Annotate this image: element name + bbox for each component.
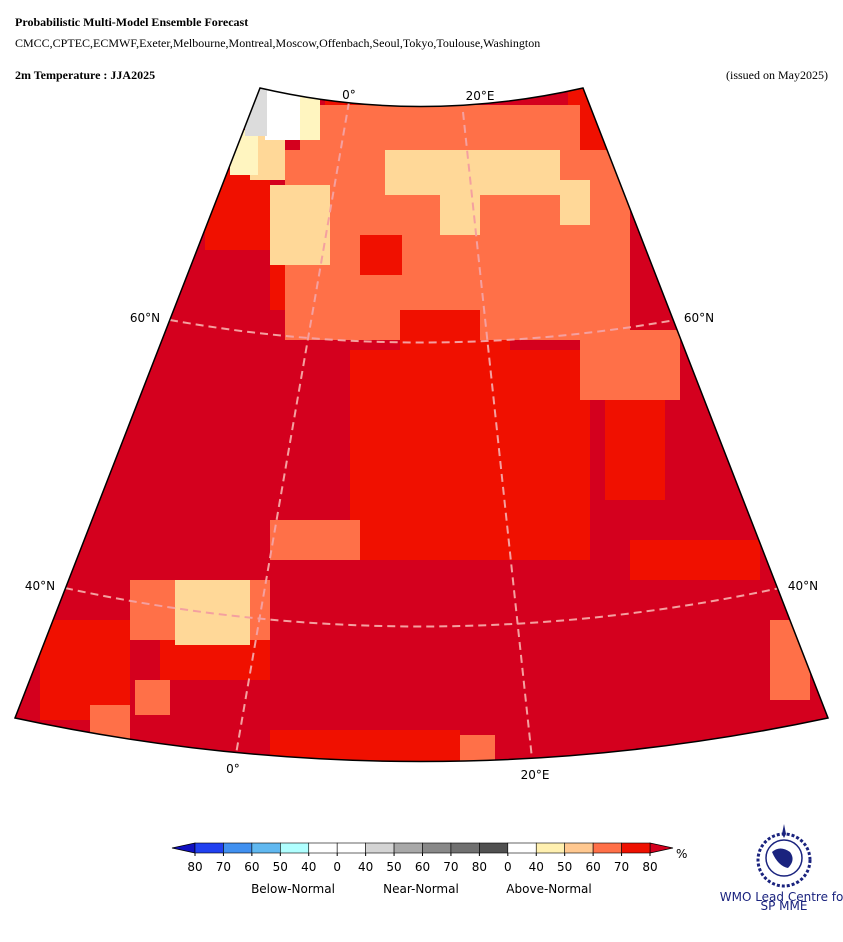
- colorbar-segment: [535, 842, 565, 854]
- category-label: Near-Normal: [383, 882, 459, 896]
- colorbar-segment: [223, 842, 253, 854]
- colorbar-segment: [308, 842, 338, 854]
- grid-label: 40°N: [788, 579, 818, 593]
- colorbar-tick-label: 0: [333, 860, 341, 874]
- colorbar-segment: [592, 842, 622, 854]
- colorbar-tick-label: 50: [386, 860, 401, 874]
- variable: 2m Temperature : JJA2025: [15, 68, 155, 82]
- colorbar-tick-label: 60: [415, 860, 430, 874]
- colorbar-tick-label: 60: [585, 860, 600, 874]
- category-label: Below-Normal: [251, 882, 335, 896]
- logo-text: SP MME: [761, 899, 808, 913]
- colorbar-tick-label: 70: [216, 860, 231, 874]
- colorbar-high: [649, 842, 674, 854]
- centres: CMCC,CPTEC,ECMWF,Exeter,Melbourne,Montre…: [15, 36, 540, 50]
- colorbar-segment: [507, 842, 537, 854]
- grid-label: 20°E: [521, 768, 550, 782]
- colorbar-tick-label: 80: [642, 860, 657, 874]
- colorbar-unit: %: [676, 847, 687, 861]
- grid-label: 60°N: [130, 311, 160, 325]
- colorbar-segment: [251, 842, 281, 854]
- grid-label: 0°: [226, 762, 240, 776]
- colorbar-segment: [393, 842, 423, 854]
- colorbar-tick-label: 70: [443, 860, 458, 874]
- colorbar-segment: [194, 842, 224, 854]
- grid-label: 40°N: [25, 579, 55, 593]
- category-label: Above-Normal: [506, 882, 591, 896]
- grid-label: 60°N: [684, 311, 714, 325]
- colorbar-tick-label: 80: [472, 860, 487, 874]
- colorbar-low: [171, 842, 196, 854]
- title: Probabilistic Multi-Model Ensemble Forec…: [15, 15, 248, 29]
- grid-label: 20°E: [466, 89, 495, 103]
- colorbar-segment: [564, 842, 594, 854]
- colorbar-segment: [280, 842, 310, 854]
- colorbar-tick-label: 40: [358, 860, 373, 874]
- colorbar-tick-label: 50: [557, 860, 572, 874]
- issued: (issued on May2025): [726, 68, 828, 82]
- colorbar-segment: [336, 842, 366, 854]
- colorbar: 80 70 60 50 40 0 40 50 60 70 80 0 40 50 60 70 80: [171, 842, 674, 874]
- map-frame: [13, 87, 830, 763]
- logo-text: WMO Lead Centre for: [720, 890, 843, 904]
- colorbar-tick-label: 40: [301, 860, 316, 874]
- wmo-logo: WMO Lead Centre for SP MME: [720, 824, 843, 913]
- colorbar-tick-label: 0: [504, 860, 512, 874]
- colorbar-tick-label: 50: [273, 860, 288, 874]
- colorbar-segment: [422, 842, 452, 854]
- colorbar-segment: [365, 842, 395, 854]
- grid-label: 0°: [342, 88, 356, 102]
- colorbar-segment: [621, 842, 651, 854]
- colorbar-segment: [450, 842, 480, 854]
- colorbar-tick-label: 70: [614, 860, 629, 874]
- colorbar-tick-label: 40: [529, 860, 544, 874]
- colorbar-tick-label: 60: [244, 860, 259, 874]
- colorbar-tick-label: 80: [187, 860, 202, 874]
- colorbar-segment: [479, 842, 509, 854]
